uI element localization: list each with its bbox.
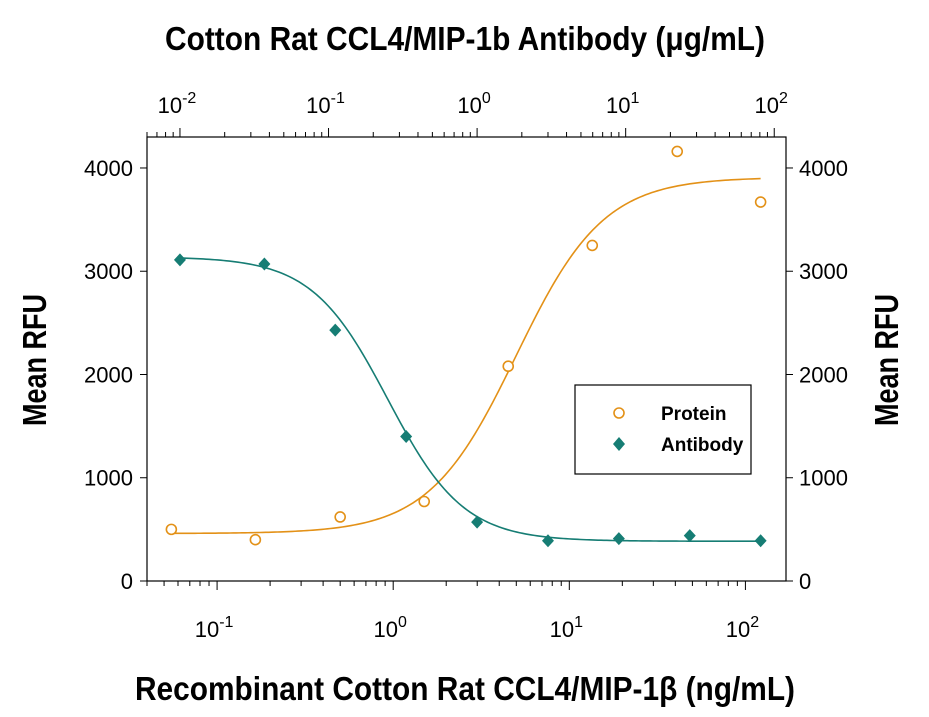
legend-protein-label: Protein bbox=[661, 404, 726, 425]
plot-frame bbox=[146, 136, 787, 582]
y-axis-left: 0 1000 2000 3000 4000 bbox=[84, 156, 147, 594]
x-top-tick-label: 10-1 bbox=[306, 90, 345, 118]
antibody-point bbox=[754, 534, 767, 548]
x-top-tick-label: 100 bbox=[457, 90, 490, 118]
y-right-tick-label: 4000 bbox=[799, 156, 848, 181]
antibody-fit-curve bbox=[179, 257, 761, 543]
antibody-point bbox=[258, 257, 271, 271]
y-right-tick-label: 0 bbox=[799, 569, 811, 594]
fit-curves bbox=[171, 177, 761, 543]
x-top-tick-label: 101 bbox=[606, 90, 639, 118]
x-axis-top: 10-2 10-1 100 101 102 bbox=[146, 90, 788, 137]
x-bottom-tick-label: 10-1 bbox=[195, 614, 234, 642]
x-axis-bottom: 10-1 100 101 102 bbox=[146, 581, 759, 642]
y-right-tick-label: 2000 bbox=[799, 362, 848, 387]
x-axis-label: Recombinant Cotton Rat CCL4/MIP-1β (ng/m… bbox=[135, 670, 795, 707]
antibody-point bbox=[683, 529, 696, 543]
antibody-point bbox=[400, 429, 413, 443]
y-axis-label-right: Mean RFU bbox=[868, 294, 905, 426]
protein-point bbox=[586, 239, 599, 252]
x-bottom-tick-label: 102 bbox=[726, 614, 759, 642]
chart-title: Cotton Rat CCL4/MIP-1b Antibody (μg/mL) bbox=[165, 20, 765, 57]
protein-point bbox=[671, 145, 684, 158]
legend-antibody-marker bbox=[613, 437, 625, 451]
legend-antibody-label: Antibody bbox=[661, 435, 744, 456]
x-bottom-tick-label: 100 bbox=[373, 614, 406, 642]
data-points bbox=[165, 145, 767, 548]
x-top-tick-label: 10-2 bbox=[158, 90, 197, 118]
y-left-tick-label: 4000 bbox=[84, 156, 133, 181]
legend-protein-marker bbox=[613, 407, 625, 419]
y-left-tick-label: 2000 bbox=[84, 362, 133, 387]
legend-box bbox=[574, 384, 752, 475]
y-left-tick-label: 3000 bbox=[84, 259, 133, 284]
y-left-tick-label: 1000 bbox=[84, 466, 133, 491]
protein-point bbox=[418, 495, 431, 508]
y-right-tick-label: 3000 bbox=[799, 259, 848, 284]
antibody-point bbox=[541, 534, 554, 548]
antibody-point bbox=[173, 253, 186, 267]
protein-point bbox=[754, 196, 767, 208]
protein-fit-curve bbox=[171, 177, 761, 535]
x-bottom-tick-label: 101 bbox=[550, 614, 583, 642]
y-left-tick-label: 0 bbox=[121, 569, 133, 594]
protein-point bbox=[165, 523, 178, 536]
y-right-tick-label: 1000 bbox=[799, 466, 848, 491]
x-top-tick-label: 102 bbox=[755, 90, 788, 118]
antibody-point bbox=[612, 532, 625, 546]
protein-point bbox=[334, 511, 346, 523]
legend: Protein Antibody bbox=[574, 384, 752, 475]
protein-point bbox=[249, 533, 262, 546]
plot-border bbox=[146, 136, 787, 582]
y-axis-right: 0 1000 2000 3000 4000 bbox=[786, 156, 848, 594]
protein-point bbox=[502, 360, 515, 373]
y-axis-label-left: Mean RFU bbox=[16, 294, 53, 426]
antibody-point bbox=[329, 323, 342, 337]
antibody-point bbox=[471, 515, 484, 529]
